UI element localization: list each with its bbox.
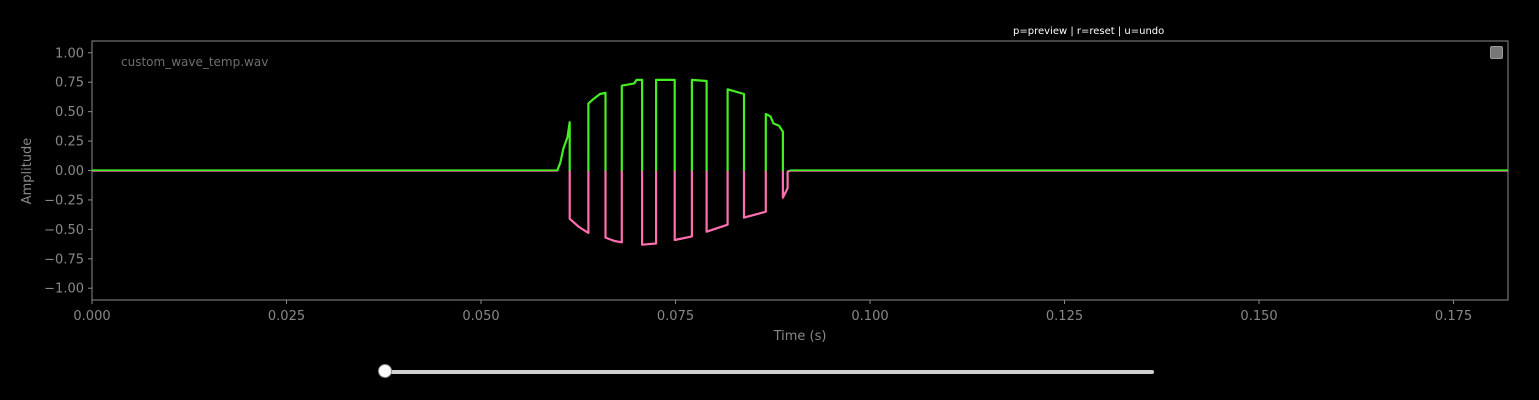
y-tick-label: 0.75: [55, 76, 84, 91]
y-axis-label: Amplitude: [20, 138, 35, 205]
legend-handle[interactable]: [1490, 46, 1503, 59]
x-tick-label: 0.075: [657, 309, 694, 324]
x-tick-label: 0.100: [851, 309, 888, 324]
y-tick-label: 0.50: [55, 105, 84, 120]
x-axis-label: Time (s): [773, 329, 827, 344]
y-tick-label: 0.25: [55, 135, 84, 150]
file-name-annotation: custom_wave_temp.wav: [121, 55, 268, 69]
keyboard-hint: p=preview | r=reset | u=undo: [1013, 26, 1165, 37]
x-tick-label: 0.000: [73, 309, 110, 324]
y-tick-label: −0.25: [44, 193, 84, 208]
x-tick-label: 0.025: [268, 309, 305, 324]
y-tick-label: −1.00: [44, 282, 84, 297]
waveform-positive-line: [92, 78, 1508, 171]
x-tick-label: 0.150: [1240, 309, 1277, 324]
y-tick-label: 0.00: [55, 164, 84, 179]
x-tick-label: 0.175: [1435, 309, 1472, 324]
y-tick-label: −0.75: [44, 252, 84, 267]
waveform-negative-line: [92, 170, 1508, 246]
x-tick-label: 0.050: [462, 309, 499, 324]
slider-thumb[interactable]: [378, 364, 392, 378]
y-axis: 1.00 0.75 0.50 0.25 0.00 −0.25 −0.50 −0.75 −1.00: [44, 46, 92, 297]
x-axis: 0.000 0.025 0.050 0.075 0.100 0.125 0.150 0.175: [73, 300, 1472, 324]
x-tick-label: 0.125: [1046, 309, 1083, 324]
playback-slider[interactable]: [385, 370, 1154, 374]
waveform-series: [92, 78, 1508, 246]
y-tick-label: 1.00: [55, 46, 84, 61]
y-tick-label: −0.50: [44, 223, 84, 238]
